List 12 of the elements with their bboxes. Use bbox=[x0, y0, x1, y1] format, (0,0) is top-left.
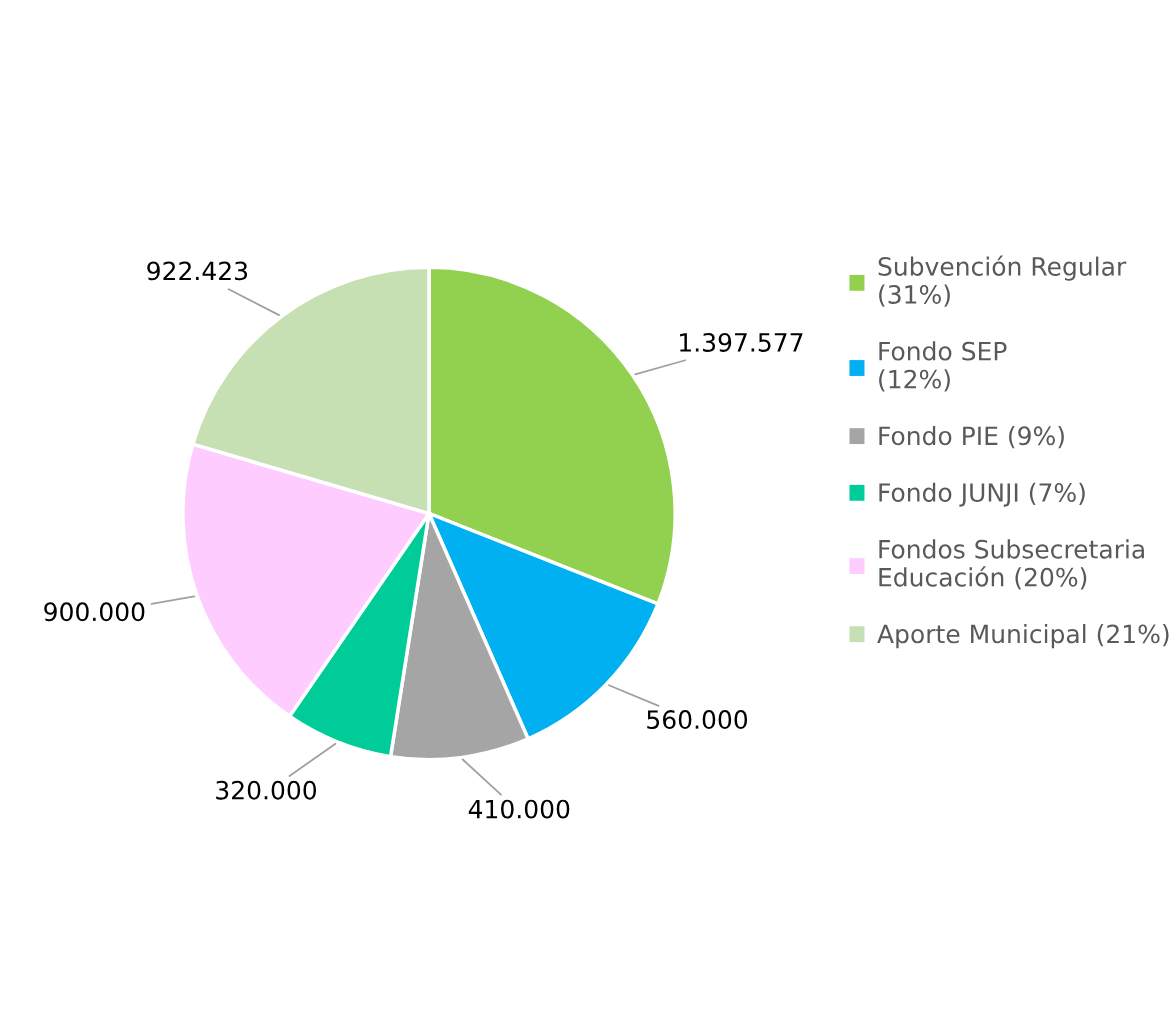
data-label: 922.423 bbox=[147, 261, 248, 281]
data-label: 410.000 bbox=[468, 799, 570, 819]
data-label: 1.397.577 bbox=[680, 332, 803, 352]
legend-label: Subvención Regular (31%) bbox=[878, 255, 1127, 307]
data-label: 900.000 bbox=[44, 602, 145, 622]
legend-label: Aporte Municipal (21%) bbox=[877, 624, 1169, 649]
legend-label: Fondo PIE (9%) bbox=[879, 425, 1064, 449]
data-label: 560.000 bbox=[647, 710, 748, 730]
legend-label: Fondo SEP (12%) bbox=[879, 341, 1007, 392]
data-label: 320.000 bbox=[216, 780, 317, 800]
legend-label: Fondos Subsecretaria Educación (20%) bbox=[879, 539, 1144, 590]
legend-label: Fondo JUNJI (7%) bbox=[879, 482, 1085, 507]
